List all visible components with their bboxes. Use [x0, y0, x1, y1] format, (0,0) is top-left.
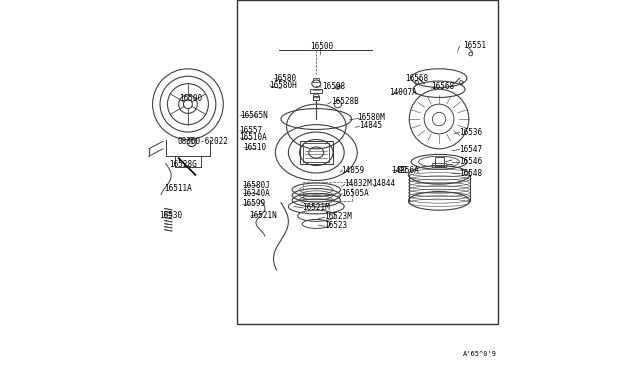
Text: 16511A: 16511A [164, 185, 191, 193]
Bar [300, 141, 333, 164]
Text: 16510A: 16510A [239, 133, 267, 142]
Text: 16580H: 16580H [269, 81, 296, 90]
Bar [435, 157, 444, 166]
Text: 16598: 16598 [322, 82, 345, 91]
Bar [314, 96, 319, 100]
Text: 16528B: 16528B [331, 97, 359, 106]
Text: 16340A: 16340A [242, 189, 269, 198]
Text: 16523: 16523 [324, 221, 347, 230]
Text: 14007A: 14007A [389, 88, 417, 97]
Text: 16551: 16551 [463, 41, 486, 50]
Text: 16500: 16500 [179, 94, 202, 103]
Text: 16528G: 16528G [170, 160, 197, 169]
Text: 14845: 14845 [359, 121, 382, 130]
Bar [398, 166, 405, 172]
Text: 16523M: 16523M [324, 212, 351, 221]
Text: 16580: 16580 [273, 74, 296, 83]
Text: A'65^0'9: A'65^0'9 [463, 351, 497, 357]
Text: 16505A: 16505A [341, 189, 369, 198]
Bar [237, 0, 498, 324]
Text: 16568: 16568 [405, 74, 428, 83]
Text: 16521N: 16521N [250, 211, 277, 220]
Bar [314, 78, 319, 82]
Text: 16546: 16546 [460, 157, 483, 166]
Text: S: S [190, 140, 193, 145]
Text: 16557: 16557 [239, 126, 262, 135]
Text: 14832M: 14832M [344, 179, 372, 188]
Text: 14844: 14844 [372, 179, 396, 188]
Text: 16580M: 16580M [357, 113, 385, 122]
Text: 16568: 16568 [431, 82, 455, 91]
Bar [303, 143, 330, 162]
Text: 16547: 16547 [460, 145, 483, 154]
Text: 16548: 16548 [460, 169, 483, 178]
Bar [310, 89, 322, 93]
Text: 16521M: 16521M [303, 203, 330, 212]
Text: 08360-62022: 08360-62022 [178, 137, 228, 146]
Bar [433, 163, 445, 167]
Text: 14859: 14859 [342, 166, 365, 174]
Text: 16599: 16599 [242, 199, 265, 208]
Text: 16500: 16500 [310, 42, 333, 51]
Text: 16536: 16536 [460, 128, 483, 137]
Text: 16565N: 16565N [240, 111, 268, 120]
Text: 16510: 16510 [243, 143, 266, 152]
Text: 16580J: 16580J [242, 181, 269, 190]
Text: 14856A: 14856A [392, 166, 419, 174]
Text: 16530: 16530 [159, 211, 182, 220]
